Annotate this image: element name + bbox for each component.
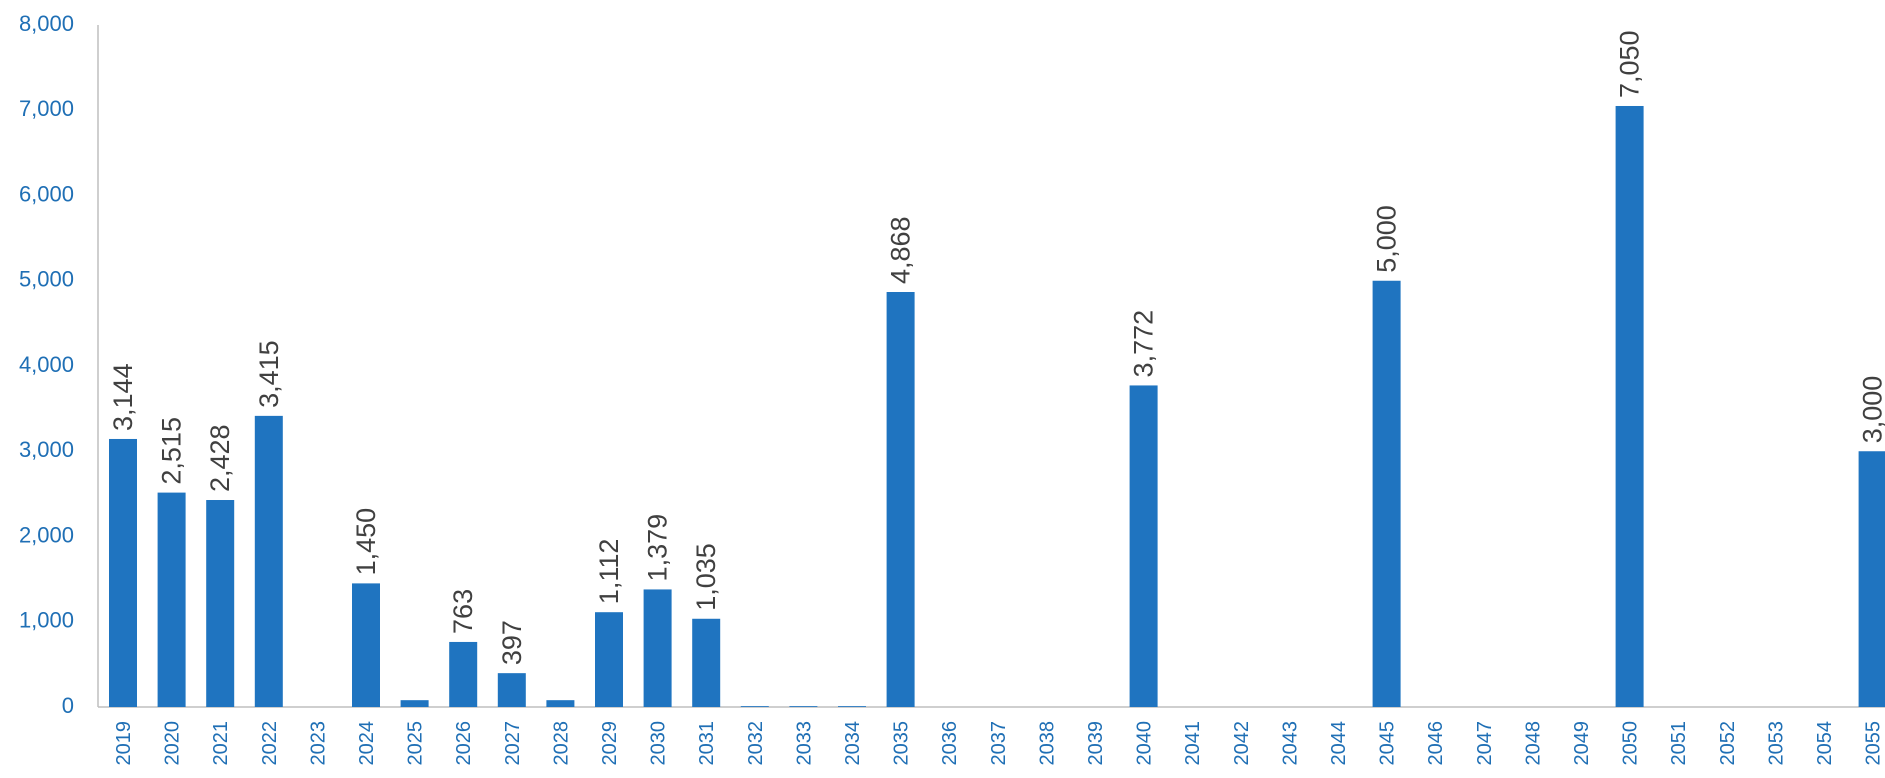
x-tick-label: 2037 (988, 721, 1010, 766)
x-tick-label: 2042 (1231, 721, 1253, 766)
data-label-2019: 3,144 (108, 363, 138, 431)
x-tick-label: 2045 (1377, 721, 1399, 766)
bar-2027 (497, 673, 526, 707)
bar-2019 (109, 438, 137, 707)
x-tick-label: 2032 (745, 721, 767, 766)
data-label-2055: 3,000 (1858, 376, 1885, 444)
x-tick-label: 2027 (502, 721, 524, 766)
x-tick-label: 2026 (453, 721, 475, 766)
x-tick-label: 2041 (1182, 721, 1204, 766)
x-tick-label: 2052 (1717, 721, 1739, 766)
bar-2020 (157, 492, 186, 707)
x-tick-label: 2033 (793, 721, 815, 766)
bar-2028 (546, 700, 575, 707)
x-tick-label: 2044 (1328, 721, 1350, 766)
data-label-2030: 1,379 (643, 514, 673, 582)
bar-2032 (740, 706, 769, 707)
x-tick-label: 2048 (1522, 721, 1544, 766)
data-label-2022: 3,415 (254, 340, 284, 408)
x-tick-label: 2039 (1085, 721, 1107, 766)
data-label-2027: 397 (497, 620, 527, 665)
x-tick-label: 2029 (599, 721, 621, 766)
x-tick-label: 2047 (1474, 721, 1496, 766)
data-label-2020: 2,515 (157, 417, 187, 485)
x-tick-label: 2028 (550, 721, 572, 766)
bar-2022 (254, 415, 283, 707)
x-tick-label: 2019 (113, 721, 135, 766)
data-label-2026: 763 (448, 589, 478, 634)
data-label-2035: 4,868 (886, 216, 916, 284)
x-tick-label: 2049 (1571, 721, 1593, 766)
data-label-2050: 7,050 (1615, 30, 1645, 98)
x-tick-label: 2038 (1036, 721, 1058, 766)
bar-2031 (692, 618, 721, 707)
data-labels: 3,144 2,515 2,428 3,415 1,450 763 397 1,112 1,37… (108, 30, 1885, 665)
y-tick-label: 0 (62, 693, 74, 718)
y-axis: 0 1,000 2,000 3,000 4,000 5,000 6,000 7,000 8,00… (19, 11, 99, 718)
y-tick-label: 5,000 (19, 267, 74, 292)
y-tick-label: 7,000 (19, 96, 74, 121)
y-tick-label: 6,000 (19, 181, 74, 206)
x-tick-label: 2030 (648, 721, 670, 766)
x-axis: 2019 2020 2021 2022 2023 2024 2025 2026 2027 2028… (98, 706, 1885, 766)
x-tick-label: 2053 (1765, 721, 1787, 766)
x-tick-label: 2036 (939, 721, 961, 766)
bar-2035 (886, 292, 915, 707)
bar-2034 (838, 706, 866, 707)
x-tick-label: 2034 (842, 721, 864, 766)
bar-2050 (1615, 105, 1644, 708)
y-tick-label: 2,000 (19, 522, 74, 547)
x-tick-label: 2050 (1620, 721, 1642, 766)
x-tick-label: 2055 (1863, 721, 1885, 766)
data-label-2040: 3,772 (1129, 310, 1159, 378)
x-tick-label: 2035 (891, 721, 913, 766)
data-label-2024: 1,450 (351, 508, 381, 576)
data-label-2031: 1,035 (691, 543, 721, 611)
bar-2026 (449, 641, 478, 707)
bars (109, 105, 1885, 708)
y-tick-label: 3,000 (19, 437, 74, 462)
bar-2021 (206, 500, 235, 707)
x-tick-label: 2046 (1425, 721, 1447, 766)
x-tick-label: 2051 (1668, 721, 1690, 766)
x-tick-label: 2025 (405, 721, 427, 766)
data-label-2045: 5,000 (1372, 205, 1402, 273)
bar-2030 (643, 589, 672, 707)
bar-2055 (1858, 451, 1885, 707)
y-tick-label: 8,000 (19, 11, 74, 36)
x-tick-label: 2021 (210, 721, 232, 766)
x-tick-label: 2024 (356, 721, 378, 766)
x-tick-label: 2022 (259, 721, 281, 766)
bar-2024 (352, 583, 380, 707)
data-label-2021: 2,428 (205, 424, 235, 492)
x-tick-label: 2043 (1279, 721, 1301, 766)
bar-2025 (400, 700, 429, 707)
x-tick-label: 2020 (162, 721, 184, 766)
bar-2045 (1372, 280, 1401, 707)
x-tick-label: 2054 (1814, 721, 1836, 766)
x-tick-label: 2040 (1134, 721, 1156, 766)
data-label-2029: 1,112 (594, 539, 624, 605)
y-tick-label: 4,000 (19, 352, 74, 377)
bar-2040 (1129, 385, 1158, 707)
y-tick-label: 1,000 (19, 608, 74, 633)
bar-2033 (789, 706, 818, 707)
x-tick-label: 2031 (696, 721, 718, 766)
x-tick-label: 2023 (307, 721, 329, 766)
bar-2029 (595, 612, 623, 707)
